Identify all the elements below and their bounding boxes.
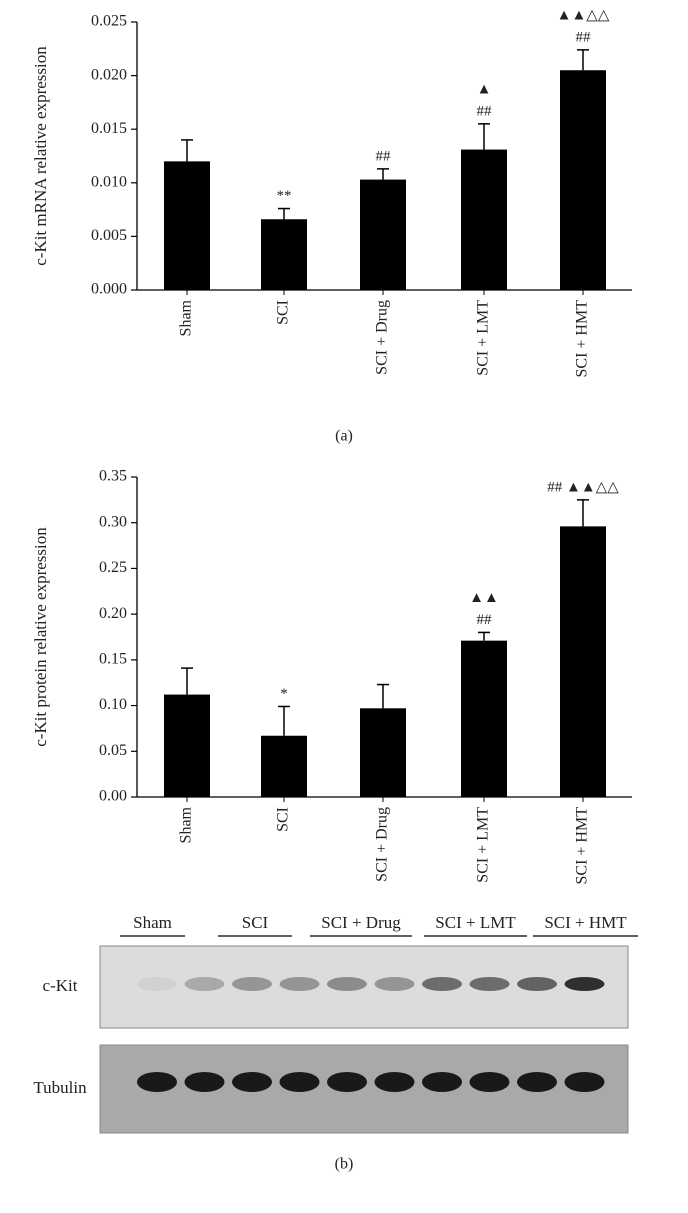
bar [560, 526, 606, 797]
significance-mark: * [280, 686, 288, 702]
x-tick-label: SCI + LMT [475, 300, 492, 376]
bar [261, 219, 307, 290]
lane-label: SCI [242, 913, 269, 932]
lane-label: SCI + HMT [544, 913, 627, 932]
y-axis-label: c-Kit mRNA relative expression [31, 46, 50, 266]
blot-band [469, 977, 510, 991]
blot-band [279, 977, 320, 991]
bar [164, 694, 210, 797]
blot-band [279, 1072, 320, 1092]
blot-band [422, 1072, 462, 1092]
blot-band [374, 1072, 415, 1092]
y-tick-label: 0.015 [91, 120, 127, 137]
y-tick-label: 0.15 [99, 651, 127, 668]
blot-band [517, 1072, 557, 1092]
x-tick-label: Sham [178, 806, 195, 843]
bar [461, 640, 507, 797]
significance-mark: ▲ [477, 81, 492, 97]
blot-band [184, 977, 225, 991]
x-tick-label: SCI + Drug [374, 300, 391, 375]
y-tick-label: 0.05 [99, 742, 127, 759]
x-tick-label: SCI + LMT [475, 807, 492, 883]
x-tick-label: SCI [275, 807, 292, 832]
y-tick-label: 0.25 [99, 559, 127, 576]
lane-label: Sham [133, 913, 172, 932]
lane-label: SCI + Drug [321, 913, 401, 932]
blot-band [327, 1072, 367, 1092]
x-tick-label: Sham [178, 299, 195, 336]
bar [360, 708, 406, 797]
bar [164, 161, 210, 290]
bar [461, 149, 507, 290]
blot-band [469, 1072, 510, 1092]
y-tick-label: 0.10 [99, 696, 127, 713]
lane-label: SCI + LMT [435, 913, 516, 932]
y-tick-label: 0.20 [99, 605, 127, 622]
panel-label: (b) [335, 1156, 354, 1173]
y-tick-label: 0.020 [91, 66, 127, 83]
x-tick-label: SCI [275, 300, 292, 325]
y-tick-label: 0.30 [99, 513, 127, 530]
x-tick-label: SCI + HMT [574, 807, 591, 885]
significance-mark: ## [477, 103, 493, 119]
blot-band [374, 977, 415, 991]
y-tick-label: 0.35 [99, 468, 127, 485]
y-tick-label: 0.00 [99, 788, 127, 805]
blot-row-label: c-Kit [43, 976, 78, 995]
bar [560, 70, 606, 291]
blot-band [137, 977, 177, 991]
blot-band [232, 1072, 272, 1092]
significance-mark: ▲▲△△ [557, 7, 610, 23]
significance-mark: ## [477, 612, 493, 628]
bar [360, 179, 406, 290]
y-tick-label: 0.025 [91, 13, 127, 30]
blot-band [564, 1072, 605, 1092]
y-tick-label: 0.010 [91, 173, 127, 190]
y-tick-label: 0.005 [91, 227, 127, 244]
blot-band [422, 977, 462, 991]
blot-band [184, 1072, 225, 1092]
blot-band [137, 1072, 177, 1092]
y-axis-label: c-Kit protein relative expression [31, 527, 50, 747]
bar [261, 735, 307, 797]
significance-mark: ▲▲ [469, 590, 499, 606]
blot-band [232, 977, 272, 991]
blot-band [327, 977, 367, 991]
panel-label: (a) [335, 428, 353, 445]
blot-row-label: Tubulin [33, 1078, 87, 1097]
x-tick-label: SCI + HMT [574, 300, 591, 378]
y-tick-label: 0.000 [91, 281, 127, 298]
significance-mark: ## [376, 148, 392, 164]
blot-band [517, 977, 557, 991]
significance-mark: ** [277, 188, 292, 204]
blot-band [564, 977, 605, 991]
x-tick-label: SCI + Drug [374, 807, 391, 882]
significance-mark: ## [576, 29, 592, 45]
significance-mark: ## ▲▲△△ [547, 479, 619, 495]
